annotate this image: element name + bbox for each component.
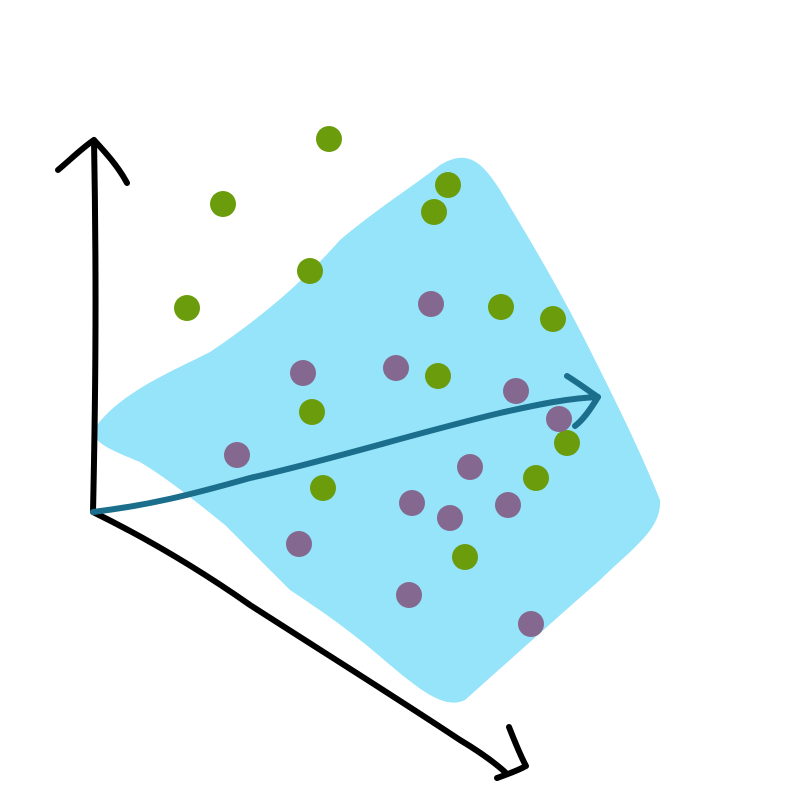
purple-point-3 [383, 355, 409, 381]
purple-point-7 [457, 454, 483, 480]
purple-point-8 [399, 490, 425, 516]
projection-direction-arrow [90, 373, 601, 515]
data-points [174, 126, 580, 637]
projection-arrow-shaft [90, 394, 601, 515]
projection-arrow-head [564, 373, 601, 429]
diagonal-axis-arrowhead [494, 724, 529, 781]
purple-point-9 [437, 505, 463, 531]
purple-point-5 [546, 406, 572, 432]
green-point-2 [210, 191, 236, 217]
green-point-8 [540, 306, 566, 332]
green-point-3 [435, 172, 461, 198]
purple-point-1 [418, 291, 444, 317]
green-point-1 [316, 126, 342, 152]
purple-point-11 [286, 531, 312, 557]
green-point-7 [488, 294, 514, 320]
vertical-axis-arrowhead [55, 137, 130, 186]
vertical-axis [90, 137, 99, 515]
diagonal-axis [90, 509, 508, 775]
green-point-6 [174, 295, 200, 321]
green-point-4 [421, 199, 447, 225]
green-point-10 [299, 399, 325, 425]
purple-point-12 [396, 582, 422, 608]
purple-point-4 [503, 378, 529, 404]
green-point-9 [425, 363, 451, 389]
purple-point-6 [224, 442, 250, 468]
purple-point-10 [495, 492, 521, 518]
green-point-14 [452, 544, 478, 570]
purple-point-2 [290, 360, 316, 386]
green-point-11 [554, 430, 580, 456]
green-point-12 [523, 465, 549, 491]
projection-plane [94, 157, 661, 703]
green-point-13 [310, 475, 336, 501]
green-point-5 [297, 258, 323, 284]
purple-point-13 [518, 611, 544, 637]
coordinate-axes [55, 137, 529, 781]
